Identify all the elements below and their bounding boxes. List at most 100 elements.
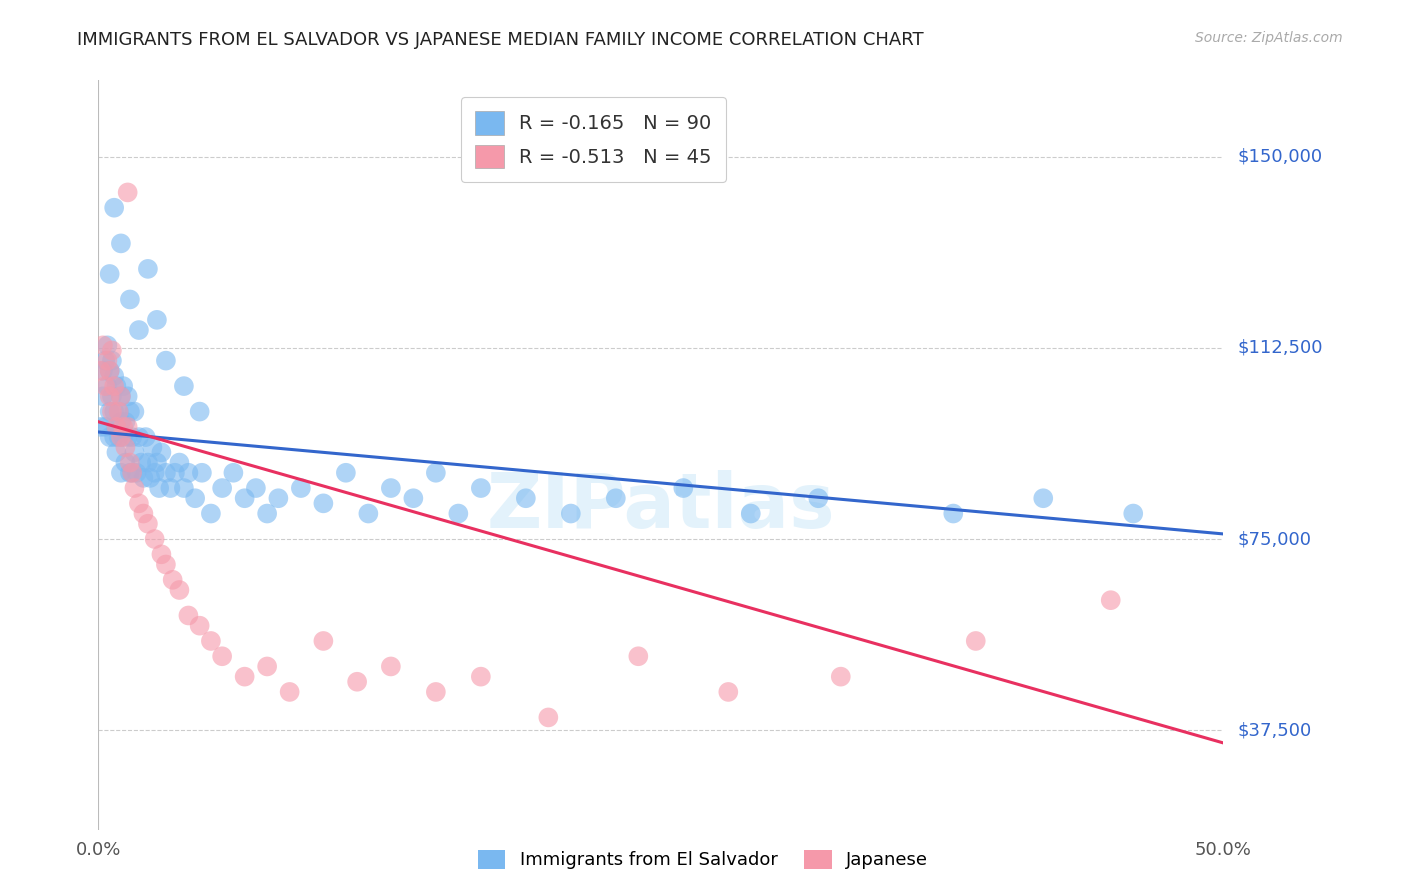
Point <box>103 379 125 393</box>
Point <box>96 338 118 352</box>
Point <box>91 338 114 352</box>
Point <box>177 466 200 480</box>
Text: $37,500: $37,500 <box>1237 721 1312 739</box>
Point <box>150 547 173 561</box>
Point <box>143 466 166 480</box>
Point <box>211 649 233 664</box>
Point <box>90 420 112 434</box>
Point <box>233 491 256 506</box>
Point <box>132 471 155 485</box>
Point <box>107 430 129 444</box>
Point <box>114 440 136 454</box>
Point <box>94 353 117 368</box>
Point <box>222 466 245 480</box>
Point <box>177 608 200 623</box>
Point <box>740 507 762 521</box>
Point <box>346 674 368 689</box>
Point <box>98 364 121 378</box>
Point <box>121 430 143 444</box>
Point <box>150 445 173 459</box>
Text: $112,500: $112,500 <box>1237 339 1323 357</box>
Point <box>278 685 301 699</box>
Point <box>447 507 470 521</box>
Point <box>98 364 121 378</box>
Point <box>425 685 447 699</box>
Point <box>965 634 987 648</box>
Point <box>103 404 125 418</box>
Point <box>627 649 650 664</box>
Point <box>105 420 128 434</box>
Point <box>107 404 129 418</box>
Point <box>98 389 121 403</box>
Point <box>125 466 148 480</box>
Point <box>117 186 139 200</box>
Point <box>136 456 159 470</box>
Point <box>98 430 121 444</box>
Point <box>155 558 177 572</box>
Point <box>146 313 169 327</box>
Point <box>124 404 146 418</box>
Point <box>1032 491 1054 506</box>
Point <box>163 466 186 480</box>
Point <box>117 389 139 403</box>
Point <box>103 201 125 215</box>
Point <box>173 481 195 495</box>
Point <box>101 343 124 358</box>
Legend: R = -0.165   N = 90, R = -0.513   N = 45: R = -0.165 N = 90, R = -0.513 N = 45 <box>461 97 725 182</box>
Point <box>132 507 155 521</box>
Point <box>148 481 170 495</box>
Point <box>605 491 627 506</box>
Point <box>256 659 278 673</box>
Point <box>173 379 195 393</box>
Point <box>98 267 121 281</box>
Point <box>101 353 124 368</box>
Point <box>96 379 118 393</box>
Point <box>135 430 157 444</box>
Point <box>200 634 222 648</box>
Point <box>118 456 141 470</box>
Point <box>245 481 267 495</box>
Point <box>91 389 114 403</box>
Point <box>1122 507 1144 521</box>
Point <box>101 389 124 403</box>
Point <box>200 507 222 521</box>
Text: IMMIGRANTS FROM EL SALVADOR VS JAPANESE MEDIAN FAMILY INCOME CORRELATION CHART: IMMIGRANTS FROM EL SALVADOR VS JAPANESE … <box>77 31 924 49</box>
Point <box>136 516 159 531</box>
Point <box>537 710 560 724</box>
Point <box>717 685 740 699</box>
Point <box>942 507 965 521</box>
Point <box>159 481 181 495</box>
Legend: Immigrants from El Salvador, Japanese: Immigrants from El Salvador, Japanese <box>470 841 936 879</box>
Point <box>256 507 278 521</box>
Point <box>515 491 537 506</box>
Point <box>110 466 132 480</box>
Point <box>560 507 582 521</box>
Point <box>136 261 159 276</box>
Point <box>267 491 290 506</box>
Point <box>211 481 233 495</box>
Point <box>107 404 129 418</box>
Point <box>118 466 141 480</box>
Point <box>184 491 207 506</box>
Point <box>312 634 335 648</box>
Point <box>110 389 132 403</box>
Point <box>124 445 146 459</box>
Point <box>155 466 177 480</box>
Point <box>112 420 135 434</box>
Point <box>380 481 402 495</box>
Point <box>143 532 166 546</box>
Point <box>128 496 150 510</box>
Point <box>103 368 125 383</box>
Point <box>96 353 118 368</box>
Point <box>110 389 132 403</box>
Point <box>118 404 141 418</box>
Point <box>155 353 177 368</box>
Point <box>162 573 184 587</box>
Point <box>105 379 128 393</box>
Point <box>124 481 146 495</box>
Point <box>290 481 312 495</box>
Point <box>117 430 139 444</box>
Point <box>191 466 214 480</box>
Text: ZIPatlas: ZIPatlas <box>486 470 835 544</box>
Point <box>470 670 492 684</box>
